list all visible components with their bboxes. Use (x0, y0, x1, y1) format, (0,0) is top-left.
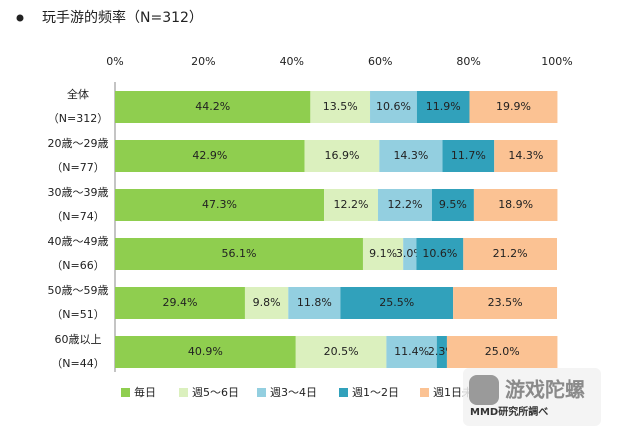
value-label: 11.7% (451, 149, 486, 162)
category-label: 30歳～39歳 (48, 186, 109, 199)
category-note: （N=77） (51, 161, 104, 174)
value-label: 47.3% (202, 198, 237, 211)
x-tick-label: 40% (280, 55, 304, 68)
x-tick-label: 20% (191, 55, 215, 68)
category-label: 60歳以上 (55, 333, 102, 346)
bar-segment (473, 189, 558, 221)
category-label: 全体 (67, 87, 89, 101)
bar-segment (340, 287, 454, 319)
legend-swatch (121, 388, 130, 397)
value-label: 9.5% (439, 198, 467, 211)
bar-segment (379, 140, 443, 172)
legend-swatch (257, 388, 266, 397)
bar-segment (288, 287, 341, 319)
bar-segment (453, 287, 557, 319)
value-label: 19.9% (496, 100, 531, 113)
legend-swatch (339, 388, 348, 397)
value-label: 12.2% (387, 198, 422, 211)
value-label: 14.3% (393, 149, 428, 162)
bar-segment (469, 91, 558, 123)
legend-swatch (179, 388, 188, 397)
category-note: （N=74） (51, 210, 104, 223)
value-label: 29.4% (162, 296, 197, 309)
bar-segment (442, 140, 495, 172)
bar-segment (403, 238, 417, 270)
value-label: 10.6% (376, 100, 411, 113)
value-label: 9.8% (253, 296, 281, 309)
x-tick-label: 80% (456, 55, 480, 68)
bar-segment (463, 238, 557, 270)
value-label: 11.4% (394, 345, 429, 358)
bar-segment (115, 189, 325, 221)
bar-segment (244, 287, 289, 319)
category-note: （N=66） (51, 259, 104, 272)
bar-segment (295, 336, 387, 368)
value-label: 20.5% (324, 345, 359, 358)
bar-segment (416, 238, 464, 270)
x-tick-label: 0% (106, 55, 123, 68)
bar-segment (310, 91, 371, 123)
title-bullet (16, 14, 24, 22)
legend-label: 週5～6日 (192, 386, 239, 399)
value-label: 14.3% (508, 149, 543, 162)
bar-segment (386, 336, 437, 368)
x-tick-label: 60% (368, 55, 392, 68)
watermark-icon (469, 375, 499, 405)
category-note: （N=312） (48, 112, 108, 125)
chart-title: 玩手游的频率（N=312） (42, 9, 203, 26)
bar-segment (115, 287, 245, 319)
category-label: 40歳～49歳 (48, 235, 109, 248)
value-label: 21.2% (493, 247, 528, 260)
value-label: 13.5% (323, 100, 358, 113)
value-label: 10.6% (422, 247, 457, 260)
bar-segment (115, 238, 363, 270)
x-tick-label: 100% (541, 55, 572, 68)
value-label: 9.1% (369, 247, 397, 260)
value-label: 25.0% (485, 345, 520, 358)
legend-label: 週1～2日 (352, 386, 399, 399)
source: MMD研究所調べ (470, 405, 548, 418)
value-label: 16.9% (324, 149, 359, 162)
value-label: 56.1% (222, 247, 257, 260)
bar-segment (304, 140, 380, 172)
value-label: 25.5% (379, 296, 414, 309)
bar-segment (446, 336, 558, 368)
value-label: 40.9% (188, 345, 223, 358)
bar-segment (431, 189, 474, 221)
value-label: 11.8% (297, 296, 332, 309)
legend-label: 毎日 (134, 386, 156, 399)
value-label: 23.5% (488, 296, 523, 309)
value-label: 18.9% (498, 198, 533, 211)
category-note: （N=44） (51, 357, 104, 370)
bar-segment (494, 140, 558, 172)
legend-label: 週3～4日 (270, 386, 317, 399)
category-label: 50歳～59歳 (48, 284, 109, 297)
value-label: 42.9% (192, 149, 227, 162)
bar-segment (115, 140, 305, 172)
watermark: 游戏陀螺 (505, 378, 585, 402)
category-note: （N=51） (51, 308, 104, 321)
bar-segment (416, 91, 470, 123)
bar-segment (115, 91, 311, 123)
bar-segment (362, 238, 404, 270)
category-label: 20歳～29歳 (48, 137, 109, 150)
value-label: 12.2% (334, 198, 369, 211)
legend-swatch (420, 388, 429, 397)
bar-segment (324, 189, 378, 221)
bar-segment (377, 189, 432, 221)
bar-segment (370, 91, 417, 123)
value-label: 11.9% (426, 100, 461, 113)
bar-segment (436, 336, 447, 368)
value-label: 44.2% (195, 100, 230, 113)
bar-segment (115, 336, 296, 368)
